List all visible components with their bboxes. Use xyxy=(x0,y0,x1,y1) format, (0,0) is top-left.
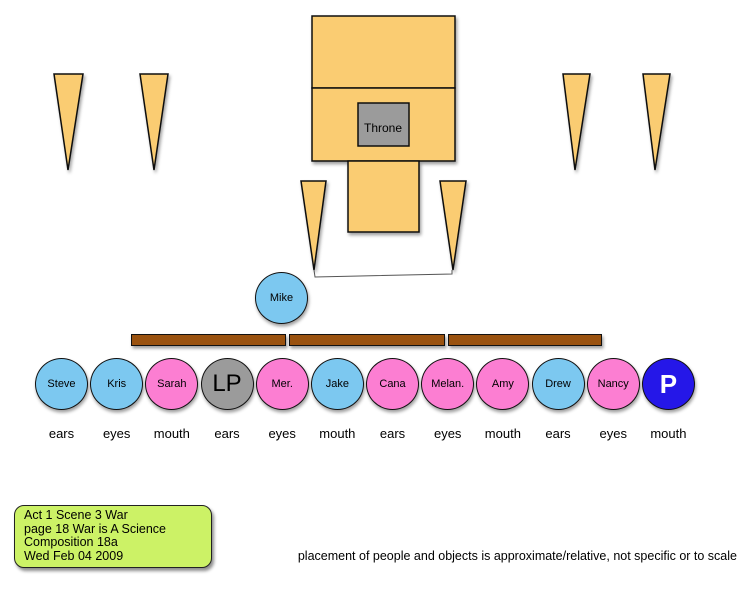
person-circle: Melan. xyxy=(421,358,475,410)
person-name: Nancy xyxy=(597,378,629,390)
person-circle: Kris xyxy=(90,358,144,410)
person-name: Kris xyxy=(107,378,127,390)
person-seat: Jake mouth xyxy=(310,358,364,441)
scene-info-line: page 18 War is A Science xyxy=(24,521,166,536)
person-seat: Amy mouth xyxy=(476,358,530,441)
zone-label: eyes xyxy=(268,426,296,441)
scene-info-line: Composition 18a xyxy=(24,535,118,549)
zone-label: ears xyxy=(379,426,406,441)
person-name: Cana xyxy=(379,378,406,390)
person-name: Melan. xyxy=(431,378,465,390)
scene-info-line: Wed Feb 04 2009 xyxy=(24,548,124,563)
person-circle: Steve xyxy=(35,358,88,410)
person-seat: Mer. eyes xyxy=(255,358,309,441)
person-seat: Melan. eyes xyxy=(421,358,475,441)
person-seat: P mouth xyxy=(641,358,695,441)
person-name: Mike xyxy=(269,292,294,304)
spear-triangle-steps-left xyxy=(300,180,327,271)
zone-label: mouth xyxy=(650,426,687,441)
throne-label: Throne xyxy=(364,121,402,135)
person-name: Sarah xyxy=(157,378,187,390)
spear-triangle-left-2 xyxy=(139,73,169,171)
scene-info-line: Act 1 Scene 3 War xyxy=(24,508,128,522)
person-name: Jake xyxy=(325,378,349,390)
person-seat: Nancy eyes xyxy=(586,358,640,441)
person-circle: LP xyxy=(200,358,254,410)
stage-platform-upper xyxy=(311,15,456,89)
person-name: Steve xyxy=(47,378,76,390)
person-seat: Steve ears xyxy=(35,358,88,441)
zone-label: ears xyxy=(48,426,75,441)
zone-label: eyes xyxy=(433,426,462,441)
person-circle: Sarah xyxy=(145,358,199,410)
person-circle: Mer. xyxy=(255,358,309,410)
person-name: Amy xyxy=(491,378,514,390)
zone-label: mouth xyxy=(153,426,190,441)
zone-label: ears xyxy=(214,426,240,441)
zone-label: ears xyxy=(545,426,571,441)
seats-row: Steve ears Kris eyes Sarah mouth LP ears… xyxy=(35,358,695,441)
zone-label: mouth xyxy=(319,426,356,441)
spear-triangle-right-2 xyxy=(642,73,671,171)
spear-triangle-steps-right xyxy=(439,180,467,271)
zone-label: eyes xyxy=(102,426,131,441)
placement-disclaimer: placement of people and objects is appro… xyxy=(297,549,737,563)
bench-bar-left xyxy=(131,334,286,346)
person-seat: LP ears xyxy=(200,358,254,441)
spear-triangle-left-1 xyxy=(53,73,84,171)
person-circle: Cana xyxy=(366,358,420,410)
person-seat: Kris eyes xyxy=(90,358,144,441)
person-circle-mike: Mike xyxy=(255,272,308,324)
person-circle: Jake xyxy=(310,358,364,410)
person-name: Drew xyxy=(545,378,571,390)
person-name: P xyxy=(659,368,678,399)
throne-box xyxy=(357,102,410,147)
spear-triangle-right-1 xyxy=(562,73,591,171)
bench-bar-center xyxy=(289,334,445,346)
scene-info-box: Act 1 Scene 3 War page 18 War is A Scien… xyxy=(14,505,212,568)
person-name: Mer. xyxy=(271,378,293,390)
person-circle: Drew xyxy=(531,358,585,410)
zone-label: eyes xyxy=(599,426,627,441)
zone-label: mouth xyxy=(484,426,521,441)
person-circle: P xyxy=(641,358,695,410)
connector-line xyxy=(313,269,453,278)
person-name: LP xyxy=(212,370,242,397)
person-seat: Sarah mouth xyxy=(145,358,199,441)
person-seat: Drew ears xyxy=(531,358,585,441)
person-circle: Nancy xyxy=(586,358,640,410)
person-circle: Amy xyxy=(476,358,530,410)
stage-steps xyxy=(347,160,420,233)
bench-bar-right xyxy=(448,334,602,346)
person-seat: Cana ears xyxy=(366,358,420,441)
